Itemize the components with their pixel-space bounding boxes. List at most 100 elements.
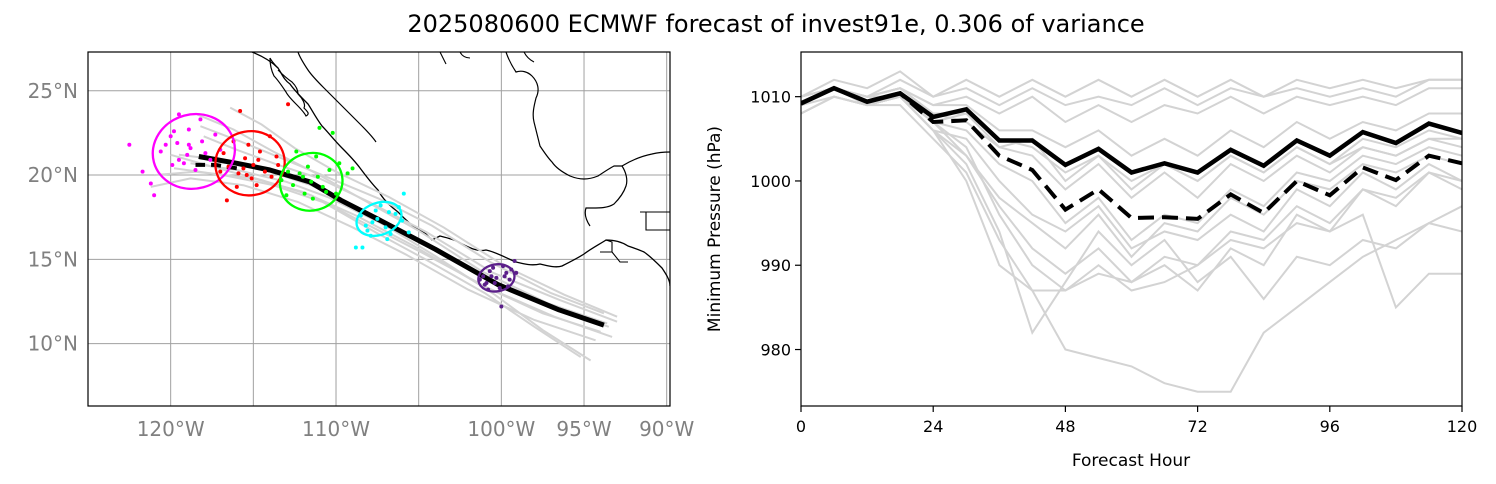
coastline-gulf-of-california bbox=[297, 52, 377, 143]
x-tick-label: 120 bbox=[1447, 417, 1478, 436]
ensemble-track bbox=[190, 162, 592, 362]
x-tick-label: 72 bbox=[1187, 417, 1207, 436]
pressure-panel: 0 24 48 72 96 120 980 990 1000 1010 Forecast Hour… bbox=[705, 51, 1478, 471]
y-tick-label: 1010 bbox=[750, 88, 791, 107]
cluster-point bbox=[317, 125, 322, 130]
lat-tick-label: 15°N bbox=[28, 247, 78, 271]
coastline-baja-peninsula bbox=[269, 57, 309, 117]
cluster-point bbox=[365, 228, 370, 233]
y-tick-label: 980 bbox=[760, 341, 791, 360]
cluster-point bbox=[375, 216, 380, 221]
cluster-point bbox=[168, 134, 173, 139]
cluster-point bbox=[200, 139, 205, 144]
member-line bbox=[801, 78, 1462, 107]
cluster-point bbox=[353, 245, 358, 250]
member-line bbox=[801, 95, 1462, 191]
cluster-ellipse bbox=[214, 129, 286, 197]
cluster-points bbox=[127, 102, 519, 309]
cluster-point bbox=[236, 171, 241, 176]
mean-pressure-line bbox=[801, 85, 1462, 175]
lon-tick-label: 100°W bbox=[467, 417, 535, 441]
member-line bbox=[801, 70, 1462, 98]
pressure-frame bbox=[800, 51, 1463, 407]
cluster-point bbox=[224, 198, 229, 203]
cluster-point bbox=[274, 154, 279, 159]
ensemble-track bbox=[150, 177, 596, 342]
cluster-point bbox=[185, 152, 190, 157]
cluster-point bbox=[378, 203, 383, 208]
cluster-point bbox=[386, 210, 391, 215]
lat-tick-label: 20°N bbox=[28, 163, 78, 187]
lat-tick-label: 25°N bbox=[28, 79, 78, 103]
member-line bbox=[801, 95, 1462, 393]
cluster-point bbox=[181, 161, 186, 166]
cluster-point bbox=[302, 191, 307, 196]
cluster-point bbox=[497, 286, 502, 290]
cluster-point bbox=[284, 193, 289, 198]
cluster-point bbox=[499, 304, 504, 309]
cluster-point bbox=[512, 259, 517, 264]
cluster-point bbox=[492, 280, 497, 285]
x-tick-label: 24 bbox=[923, 417, 943, 436]
member-line bbox=[801, 87, 1462, 157]
coastline-mexico-pacific bbox=[251, 52, 670, 287]
cluster-ellipse bbox=[477, 263, 516, 293]
cluster-point bbox=[314, 154, 319, 159]
mean-lines bbox=[801, 85, 1462, 221]
cluster-point bbox=[504, 270, 509, 275]
cluster-point bbox=[401, 191, 406, 196]
y-tick-label: 990 bbox=[760, 256, 791, 275]
cluster-point bbox=[158, 149, 163, 154]
cluster-point bbox=[494, 275, 499, 280]
cluster-point bbox=[203, 151, 208, 156]
y-axis-label: Minimum Pressure (hPa) bbox=[705, 126, 725, 332]
cluster-point bbox=[286, 169, 291, 174]
lon-tick-label: 95°W bbox=[556, 417, 611, 441]
lon-tick-label: 110°W bbox=[302, 417, 370, 441]
cluster-point bbox=[198, 117, 203, 122]
track-map-panel: 120°W 110°W 100°W 95°W 90°W 25°N 20°N 15°N 10°N bbox=[28, 51, 695, 441]
x-tick-label: 0 bbox=[796, 417, 806, 436]
cluster-ellipse bbox=[355, 200, 403, 238]
cluster-point bbox=[334, 191, 339, 196]
cluster-point bbox=[249, 176, 254, 181]
lat-tick-label: 10°N bbox=[28, 332, 78, 356]
coastline-yucatan bbox=[621, 151, 670, 167]
cluster-point bbox=[140, 169, 145, 174]
cluster-point bbox=[315, 174, 320, 179]
ensemble-track bbox=[200, 125, 605, 315]
cluster-ellipse bbox=[151, 112, 237, 190]
cluster-point bbox=[310, 196, 315, 201]
lon-tick-label: 120°W bbox=[137, 417, 205, 441]
cluster-point bbox=[186, 127, 191, 132]
cluster-point bbox=[385, 237, 390, 242]
y-tick-label: 1000 bbox=[750, 172, 791, 191]
cluster-point bbox=[186, 142, 191, 147]
member-line bbox=[801, 87, 1462, 335]
cluster-point bbox=[327, 168, 332, 172]
coastline-north bbox=[439, 52, 535, 65]
cluster-point bbox=[350, 166, 355, 171]
cluster-point bbox=[406, 230, 411, 235]
map-gridlines bbox=[88, 52, 670, 406]
cluster-point bbox=[345, 171, 350, 176]
cluster-point bbox=[324, 189, 329, 194]
ensemble-track bbox=[196, 113, 608, 325]
map-tick-labels: 120°W 110°W 100°W 95°W 90°W 25°N 20°N 15°N 10°N bbox=[28, 79, 695, 441]
cluster-point bbox=[193, 168, 198, 172]
cluster-point bbox=[482, 282, 487, 287]
cluster-point bbox=[170, 162, 175, 167]
cluster-point bbox=[269, 174, 274, 179]
cluster-point bbox=[176, 112, 181, 117]
cluster-point bbox=[257, 149, 262, 154]
cluster-point bbox=[276, 162, 281, 167]
cluster-point bbox=[481, 274, 486, 279]
cluster-point bbox=[300, 174, 305, 179]
cluster-point bbox=[370, 220, 375, 225]
cluster-point bbox=[309, 179, 314, 184]
cluster-point bbox=[221, 151, 226, 156]
cluster-point bbox=[218, 169, 223, 174]
x-tick-label: 48 bbox=[1055, 417, 1075, 436]
cluster-point bbox=[213, 132, 218, 137]
cluster-point bbox=[256, 157, 261, 162]
